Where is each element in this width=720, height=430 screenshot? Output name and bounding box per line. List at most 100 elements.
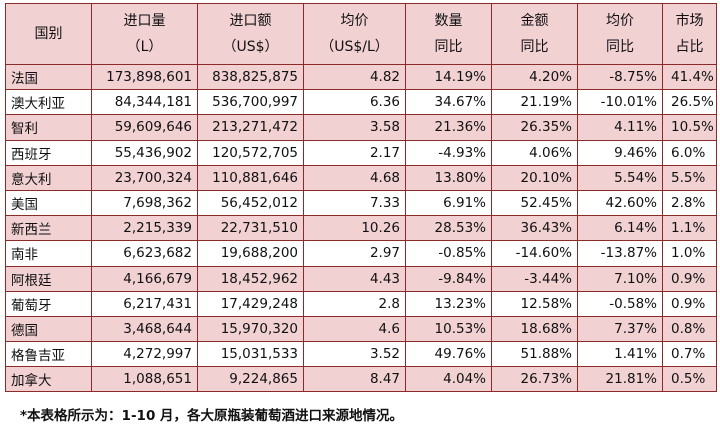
cell-value-yoy: -3.44% [491, 265, 578, 292]
cell-import-value: 110,881,646 [197, 164, 304, 191]
cell-value-yoy: 36.43% [491, 215, 578, 242]
cell-volume-yoy: -9.84% [405, 265, 492, 292]
cell-value-yoy: -14.60% [491, 240, 578, 267]
cell-volume-yoy: 21.36% [405, 114, 492, 141]
cell-volume-yoy: 13.23% [405, 290, 492, 317]
cell-market-share: 0.8% [662, 315, 717, 343]
cell-import-value: 56,452,012 [197, 189, 304, 217]
cell-country: 新西兰 [5, 215, 92, 242]
cell-volume-yoy: -4.93% [405, 139, 492, 166]
cell-avg-price: 6.36 [303, 89, 406, 116]
cell-import-volume: 173,898,601 [91, 63, 198, 91]
cell-value-yoy: 20.10% [491, 164, 578, 191]
cell-market-share: 10.5% [662, 114, 717, 141]
cell-import-value: 213,271,472 [197, 114, 304, 141]
cell-price-yoy: -0.58% [577, 290, 663, 317]
cell-country: 加拿大 [5, 366, 92, 393]
cell-country: 格鲁吉亚 [5, 341, 92, 368]
footnote: *本表格所示为：1-10 月，各大原瓶装葡萄酒进口来源地情况。 [20, 408, 404, 424]
cell-volume-yoy: -0.85% [405, 240, 492, 267]
cell-value-yoy: 18.68% [491, 315, 578, 343]
cell-volume-yoy: 13.80% [405, 164, 492, 191]
cell-market-share: 0.9% [662, 265, 717, 292]
cell-country: 澳大利亚 [5, 89, 92, 116]
cell-import-value: 838,825,875 [197, 63, 304, 91]
cell-volume-yoy: 34.67% [405, 89, 492, 116]
cell-import-volume: 59,609,646 [91, 114, 198, 141]
cell-import-volume: 4,272,997 [91, 341, 198, 368]
cell-price-yoy: -8.75% [577, 63, 663, 91]
cell-country: 智利 [5, 114, 92, 141]
cell-price-yoy: 4.11% [577, 114, 663, 141]
cell-volume-yoy: 4.04% [405, 366, 492, 393]
cell-import-volume: 1,088,651 [91, 366, 198, 393]
cell-avg-price: 4.43 [303, 265, 406, 292]
cell-value-yoy: 26.35% [491, 114, 578, 141]
cell-avg-price: 4.82 [303, 63, 406, 91]
cell-price-yoy: -13.87% [577, 240, 663, 267]
cell-volume-yoy: 49.76% [405, 341, 492, 368]
cell-avg-price: 2.17 [303, 139, 406, 166]
cell-import-value: 9,224,865 [197, 366, 304, 393]
header-volume-yoy: 数量 同比 [405, 3, 492, 65]
wine-import-table: 国别 进口量 （L） 进口额 （US$） 均价 （US$/L） 数量 同比 金额 同比 均… [5, 3, 717, 393]
cell-volume-yoy: 28.53% [405, 215, 492, 242]
cell-avg-price: 2.97 [303, 240, 406, 267]
table-row: 意大利 23,700,324 110,881,646 4.68 13.80% 20.10%… [5, 164, 717, 191]
cell-volume-yoy: 10.53% [405, 315, 492, 343]
cell-value-yoy: 21.19% [491, 89, 578, 116]
cell-avg-price: 4.68 [303, 164, 406, 191]
header-import-value: 进口额 （US$） [197, 3, 304, 65]
table-row: 美国 7,698,362 56,452,012 7.33 6.91% 52.45% 42.6… [5, 189, 717, 217]
cell-import-value: 19,688,200 [197, 240, 304, 267]
cell-price-yoy: -10.01% [577, 89, 663, 116]
cell-avg-price: 3.58 [303, 114, 406, 141]
cell-market-share: 1.0% [662, 240, 717, 267]
cell-market-share: 2.8% [662, 189, 717, 217]
table-row: 德国 3,468,644 15,970,320 4.6 10.53% 18.68% 7.37… [5, 315, 717, 343]
cell-import-value: 536,700,997 [197, 89, 304, 116]
header-country: 国别 [5, 3, 92, 65]
cell-avg-price: 8.47 [303, 366, 406, 393]
cell-value-yoy: 26.73% [491, 366, 578, 393]
cell-market-share: 5.5% [662, 164, 717, 191]
cell-price-yoy: 42.60% [577, 189, 663, 217]
table-row: 智利 59,609,646 213,271,472 3.58 21.36% 26.35% 4… [5, 114, 717, 141]
header-value-yoy: 金额 同比 [491, 3, 578, 65]
cell-import-volume: 23,700,324 [91, 164, 198, 191]
cell-market-share: 41.4% [662, 63, 717, 91]
cell-import-volume: 3,468,644 [91, 315, 198, 343]
table-row: 格鲁吉亚 4,272,997 15,031,533 3.52 49.76% 51.88% 1… [5, 341, 717, 368]
cell-price-yoy: 21.81% [577, 366, 663, 393]
table-row: 加拿大 1,088,651 9,224,865 8.47 4.04% 26.73% 21.8… [5, 366, 717, 393]
cell-import-volume: 55,436,902 [91, 139, 198, 166]
cell-country: 阿根廷 [5, 265, 92, 292]
cell-price-yoy: 7.37% [577, 315, 663, 343]
cell-country: 美国 [5, 189, 92, 217]
cell-import-value: 17,429,248 [197, 290, 304, 317]
cell-country: 法国 [5, 63, 92, 91]
cell-value-yoy: 52.45% [491, 189, 578, 217]
cell-country: 南非 [5, 240, 92, 267]
cell-import-value: 15,031,533 [197, 341, 304, 368]
cell-volume-yoy: 14.19% [405, 63, 492, 91]
cell-price-yoy: 5.54% [577, 164, 663, 191]
cell-import-volume: 84,344,181 [91, 89, 198, 116]
table-row: 法国 173,898,601 838,825,875 4.82 14.19% 4.20% -… [5, 63, 717, 91]
table-row: 阿根廷 4,166,679 18,452,962 4.43 -9.84% -3.44% 7.… [5, 265, 717, 292]
header-market-share: 市场 占比 [662, 3, 717, 65]
cell-market-share: 6.0% [662, 139, 717, 166]
cell-price-yoy: 1.41% [577, 341, 663, 368]
cell-import-volume: 6,217,431 [91, 290, 198, 317]
header-row: 国别 进口量 （L） 进口额 （US$） 均价 （US$/L） 数量 同比 金额 同比 均… [5, 3, 717, 65]
cell-value-yoy: 12.58% [491, 290, 578, 317]
cell-market-share: 0.7% [662, 341, 717, 368]
cell-import-volume: 2,215,339 [91, 215, 198, 242]
cell-import-value: 120,572,705 [197, 139, 304, 166]
cell-avg-price: 2.8 [303, 290, 406, 317]
cell-value-yoy: 51.88% [491, 341, 578, 368]
cell-price-yoy: 9.46% [577, 139, 663, 166]
cell-avg-price: 3.52 [303, 341, 406, 368]
header-avg-price: 均价 （US$/L） [303, 3, 406, 65]
header-price-yoy: 均价 同比 [577, 3, 663, 65]
